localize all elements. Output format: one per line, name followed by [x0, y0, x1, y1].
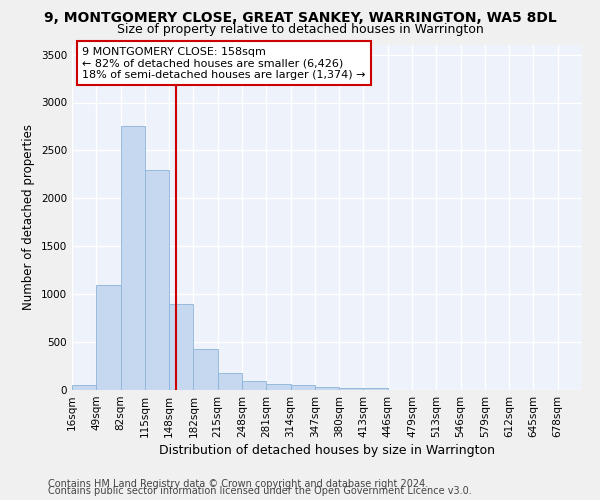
Text: 9 MONTGOMERY CLOSE: 158sqm
← 82% of detached houses are smaller (6,426)
18% of s: 9 MONTGOMERY CLOSE: 158sqm ← 82% of deta… — [82, 46, 366, 80]
Y-axis label: Number of detached properties: Number of detached properties — [22, 124, 35, 310]
Bar — [290, 385, 315, 390]
Bar — [145, 170, 169, 390]
Bar — [96, 284, 121, 390]
Bar — [121, 126, 145, 390]
Bar — [218, 373, 242, 390]
Text: Size of property relative to detached houses in Warrington: Size of property relative to detached ho… — [116, 22, 484, 36]
Bar — [364, 388, 388, 390]
Bar — [315, 386, 339, 390]
Bar — [193, 349, 218, 390]
Text: 9, MONTGOMERY CLOSE, GREAT SANKEY, WARRINGTON, WA5 8DL: 9, MONTGOMERY CLOSE, GREAT SANKEY, WARRI… — [44, 11, 556, 25]
Bar — [72, 385, 96, 390]
Text: Contains HM Land Registry data © Crown copyright and database right 2024.: Contains HM Land Registry data © Crown c… — [48, 479, 428, 489]
X-axis label: Distribution of detached houses by size in Warrington: Distribution of detached houses by size … — [159, 444, 495, 457]
Text: Contains public sector information licensed under the Open Government Licence v3: Contains public sector information licen… — [48, 486, 472, 496]
Bar — [266, 384, 290, 390]
Bar — [169, 304, 193, 390]
Bar — [242, 381, 266, 390]
Bar — [339, 388, 364, 390]
